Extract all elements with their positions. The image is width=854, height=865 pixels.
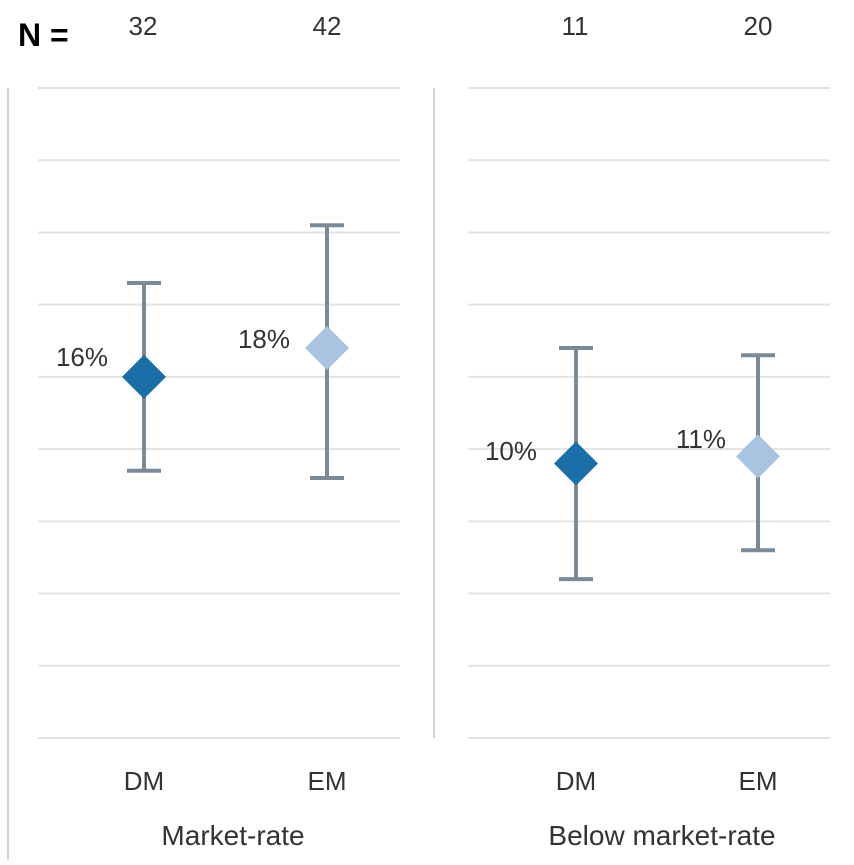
category-label-below-dm: DM: [556, 766, 596, 796]
diamond-marker-market-em: [305, 326, 349, 370]
n-value-market-em: 42: [313, 11, 342, 41]
category-label-below-em: EM: [739, 766, 778, 796]
n-value-below-dm: 11: [562, 11, 589, 41]
marks-layer: [122, 223, 780, 582]
n-value-below-em: 20: [744, 11, 773, 41]
group-label-market-rate: Market-rate: [161, 820, 304, 851]
value-label-below-dm: 10%: [485, 436, 537, 466]
diamond-marker-below-dm: [554, 441, 598, 486]
value-label-market-dm: 16%: [56, 342, 108, 372]
group-label-below-market-rate: Below market-rate: [548, 820, 775, 851]
category-label-market-dm: DM: [124, 766, 164, 796]
category-label-market-em: EM: [308, 766, 347, 796]
diamond-marker-below-em: [736, 434, 780, 479]
diamond-marker-market-dm: [122, 354, 166, 399]
value-label-market-em: 18%: [238, 324, 290, 354]
n-label: N =: [18, 17, 69, 53]
value-label-below-em: 11%: [676, 424, 726, 454]
n-value-market-dm: 32: [129, 11, 158, 41]
grid-layer: [38, 87, 830, 739]
